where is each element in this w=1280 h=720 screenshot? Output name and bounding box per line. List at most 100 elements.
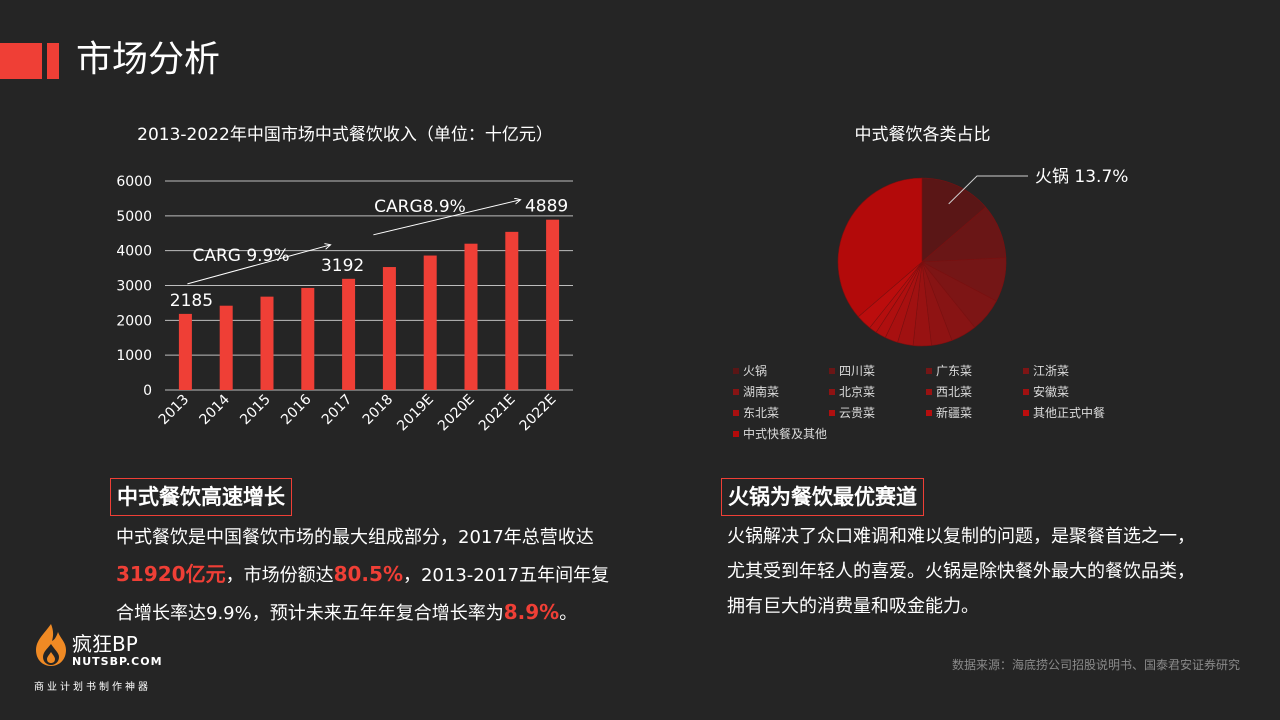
brand-url: NUTSBP.COM (72, 655, 163, 668)
x-tick-label: 2018 (360, 392, 397, 429)
y-tick-label: 2000 (116, 313, 152, 329)
data-label: 4889 (525, 197, 568, 217)
legend-swatch (926, 367, 932, 374)
legend-label: 东北菜 (743, 406, 780, 420)
bar (178, 313, 192, 390)
legend-label: 火锅 (743, 364, 768, 378)
bar (546, 219, 560, 390)
data-source: 数据来源：海底捞公司招股说明书、国泰君安证券研究 (951, 658, 1240, 672)
legend-label: 新疆菜 (936, 406, 973, 420)
revenue-highlight: 31920亿元 (116, 562, 226, 586)
bar (219, 305, 233, 390)
legend-swatch (733, 430, 739, 437)
legend-swatch (733, 409, 739, 416)
x-tick-label: 2013 (156, 392, 193, 429)
legend-label: 广东菜 (936, 364, 973, 378)
y-tick-label: 3000 (116, 279, 152, 295)
legend-item: 其他正式中餐 (1023, 404, 1105, 421)
x-tick-label: 2017 (319, 392, 356, 429)
legend-label: 湖南菜 (743, 385, 780, 399)
legend-swatch (926, 409, 932, 416)
hotpot-paragraph: 火锅解决了众口难调和难以复制的问题，是聚餐首选之一， 尤其受到年轻人的喜爱。火锅… (727, 519, 1247, 624)
legend-label: 江浙菜 (1033, 364, 1070, 378)
x-tick-label: 2016 (278, 391, 315, 428)
cagr-label: CARG 9.9% (192, 246, 289, 266)
page-title: 市场分析 (76, 39, 221, 80)
data-label: 2185 (170, 291, 213, 311)
legend-swatch (926, 388, 932, 395)
cagr-label: CARG8.9% (374, 197, 466, 217)
growth-paragraph: 中式餐饮是中国餐饮市场的最大组成部分，2017年总营收达 31920亿元，市场份… (116, 519, 636, 632)
growth-text-3: ，2013-2017五年间年复 (402, 565, 610, 586)
pie-callout-label: 火锅 13.7% (1035, 167, 1128, 187)
hotpot-line-3: 拥有巨大的消费量和吸金能力。 (727, 596, 979, 617)
hotpot-line-2: 尤其受到年轻人的喜爱。火锅是除快餐外最大的餐饮品类， (727, 561, 1195, 582)
cagr-highlight: 8.9% (503, 600, 560, 624)
legend-item: 新疆菜 (926, 404, 972, 421)
y-tick-label: 4000 (116, 244, 152, 260)
brand-name: 疯狂BP (72, 632, 138, 656)
legend-swatch (733, 367, 739, 374)
legend-item: 广东菜 (926, 362, 972, 379)
legend-item: 安徽菜 (1023, 383, 1069, 400)
x-tick-label: 2014 (197, 391, 234, 428)
bar (301, 287, 315, 390)
x-tick-label: 2015 (237, 392, 274, 429)
title-accent-bar (0, 43, 42, 79)
legend-swatch (1023, 388, 1029, 395)
legend-label: 云贵菜 (839, 406, 876, 420)
legend-swatch (829, 409, 835, 416)
legend-swatch (829, 367, 835, 374)
growth-tag: 中式餐饮高速增长 (110, 478, 292, 516)
bar (505, 231, 519, 390)
bar-chart-title: 2013-2022年中国市场中式餐饮收入（单位：十亿元） (137, 125, 553, 145)
legend-item: 火锅 (733, 362, 767, 379)
cagr-arrow (187, 245, 330, 285)
legend-label: 安徽菜 (1033, 385, 1070, 399)
y-tick-label: 6000 (116, 174, 152, 190)
flame-logo-icon (36, 624, 66, 666)
growth-text-1: 中式餐饮是中国餐饮市场的最大组成部分，2017年总营收达 (116, 527, 594, 548)
bar (260, 296, 274, 390)
legend-item: 北京菜 (829, 383, 875, 400)
y-tick-label: 0 (143, 383, 152, 399)
legend-swatch (829, 388, 835, 395)
cagr-arrow (373, 200, 520, 236)
bar (423, 255, 437, 390)
share-highlight: 80.5% (333, 562, 403, 586)
legend-item: 湖南菜 (733, 383, 779, 400)
y-tick-label: 1000 (116, 348, 152, 364)
legend-item: 云贵菜 (829, 404, 875, 421)
hotpot-tag: 火锅为餐饮最优赛道 (721, 478, 924, 516)
legend-label: 四川菜 (839, 364, 876, 378)
legend-label: 中式快餐及其他 (743, 427, 828, 441)
pie-chart-title: 中式餐饮各类占比 (854, 125, 991, 145)
legend-label: 西北菜 (936, 385, 973, 399)
pie-chart: 火锅 13.7% (837, 167, 1128, 347)
growth-text-5: 。 (559, 603, 578, 624)
y-tick-label: 5000 (116, 209, 152, 225)
x-tick-label: 2019E (394, 392, 437, 435)
bar (342, 278, 356, 390)
bar (382, 267, 396, 390)
brand-slogan: 商业计划书制作神器 (34, 682, 151, 693)
hotpot-line-1: 火锅解决了众口难调和难以复制的问题，是聚餐首选之一， (727, 526, 1195, 547)
legend-item: 四川菜 (829, 362, 875, 379)
legend-item: 西北菜 (926, 383, 972, 400)
pie-slice (921, 177, 987, 263)
title-accent-bar-small (47, 43, 59, 79)
legend-item: 江浙菜 (1023, 362, 1069, 379)
x-tick-label: 2020E (435, 392, 478, 435)
pie-slice (837, 177, 923, 318)
legend-item: 东北菜 (733, 404, 779, 421)
legend-swatch (1023, 409, 1029, 416)
callout-line (948, 175, 1028, 205)
legend-label: 其他正式中餐 (1033, 406, 1106, 420)
growth-text-2: ，市场份额达 (225, 565, 334, 586)
growth-text-4: 合增长率达9.9%，预计未来五年年复合增长率为 (116, 603, 504, 624)
data-label: 3192 (321, 256, 364, 276)
x-tick-label: 2021E (476, 392, 519, 435)
legend-swatch (1023, 367, 1029, 374)
legend-item: 中式快餐及其他 (733, 425, 827, 442)
